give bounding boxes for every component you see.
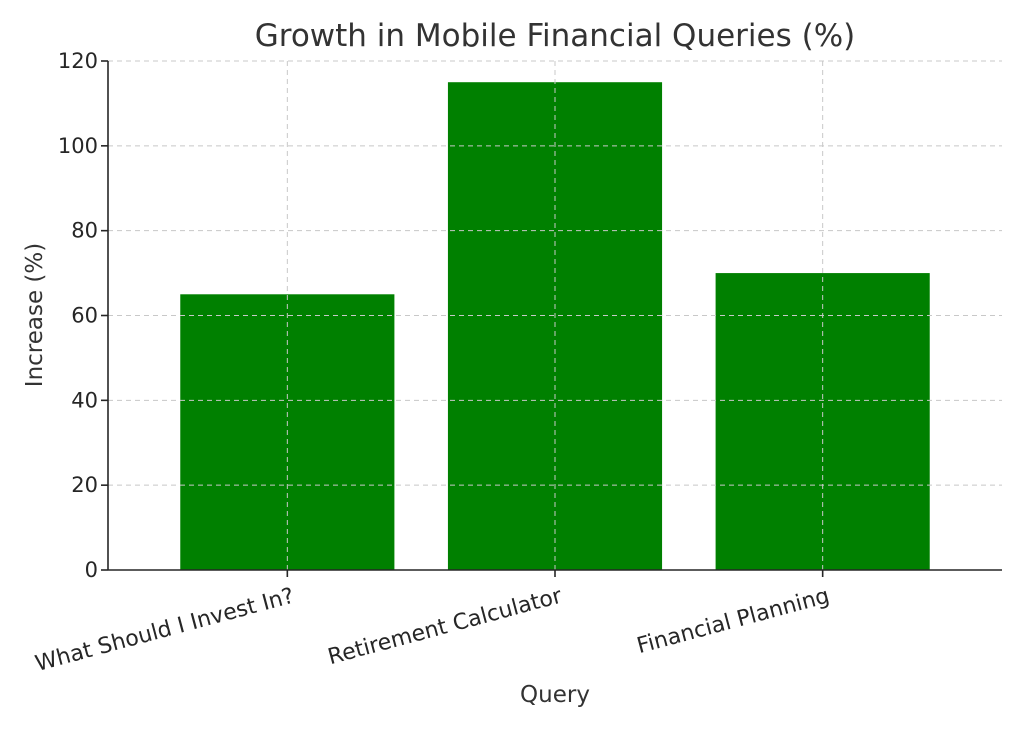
x-tick-label: What Should I Invest In? [33, 584, 297, 677]
y-tick-label: 120 [58, 49, 98, 73]
y-tick-label: 60 [71, 304, 98, 328]
x-axis-label: Query [520, 682, 590, 708]
x-tick-label: Financial Planning [634, 584, 832, 659]
chart-title: Growth in Mobile Financial Queries (%) [255, 18, 856, 54]
y-tick-label: 0 [85, 558, 98, 582]
tick-labels: 0 20 40 60 80 100 120 What Should I Invest In? R… [33, 49, 833, 677]
y-tick-label: 100 [58, 134, 98, 158]
y-tick-label: 40 [71, 388, 98, 412]
y-axis-label: Increase (%) [22, 243, 48, 387]
y-tick-label: 80 [71, 219, 98, 243]
x-tick-label: Retirement Calculator [325, 583, 565, 670]
y-tick-label: 20 [71, 473, 98, 497]
